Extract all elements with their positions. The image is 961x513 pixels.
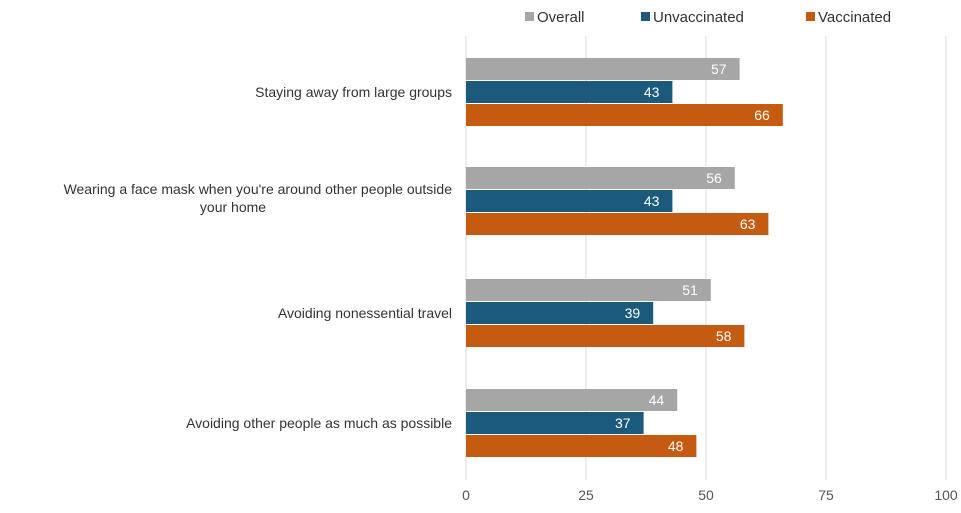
- legend-swatch-unvaccinated: [641, 12, 650, 21]
- bar-vaccinated-0: [466, 104, 783, 126]
- x-tick-label: 25: [578, 487, 594, 503]
- x-tick-label: 100: [934, 487, 958, 503]
- category-label: Staying away from large groups: [255, 84, 452, 100]
- category-label: Wearing a face mask when you're around o…: [64, 181, 453, 197]
- category-label: your home: [200, 199, 266, 215]
- legend: Overall Unvaccinated Vaccinated: [525, 9, 891, 26]
- legend-label-overall: Overall: [537, 9, 585, 26]
- bar-overall-0: [466, 58, 740, 80]
- data-label-vaccinated-1: 63: [740, 216, 756, 232]
- x-tick-label: 0: [462, 487, 470, 503]
- legend-swatch-overall: [525, 12, 534, 21]
- bars: 57 43 66 56 43 63 51 39 58 44 37 48: [466, 58, 783, 457]
- legend-label-vaccinated: Vaccinated: [818, 9, 891, 26]
- data-label-overall-1: 56: [706, 170, 722, 186]
- data-label-unvaccinated-2: 39: [625, 305, 641, 321]
- bar-overall-2: [466, 279, 711, 301]
- legend-label-unvaccinated: Unvaccinated: [653, 9, 744, 26]
- bar-unvaccinated-3: [466, 412, 644, 434]
- data-label-overall-0: 57: [711, 61, 727, 77]
- bar-unvaccinated-1: [466, 190, 673, 212]
- bar-unvaccinated-2: [466, 302, 654, 324]
- x-tick-label: 50: [698, 487, 714, 503]
- data-label-unvaccinated-3: 37: [615, 415, 631, 431]
- bar-overall-1: [466, 167, 735, 189]
- data-label-overall-2: 51: [682, 282, 698, 298]
- data-label-vaccinated-2: 58: [716, 328, 732, 344]
- data-label-overall-3: 44: [649, 392, 665, 408]
- bar-unvaccinated-0: [466, 81, 673, 103]
- data-label-unvaccinated-0: 43: [644, 84, 660, 100]
- legend-swatch-vaccinated: [806, 12, 815, 21]
- category-label: Avoiding nonessential travel: [278, 305, 452, 321]
- bar-overall-3: [466, 389, 678, 411]
- category-label: Avoiding other people as much as possibl…: [186, 415, 452, 431]
- category-labels: Staying away from large groups Wearing a …: [64, 84, 453, 431]
- x-tick-label: 75: [818, 487, 834, 503]
- data-label-vaccinated-0: 66: [754, 107, 770, 123]
- data-label-unvaccinated-1: 43: [644, 193, 660, 209]
- bar-vaccinated-2: [466, 325, 745, 347]
- bar-vaccinated-3: [466, 435, 697, 457]
- data-label-vaccinated-3: 48: [668, 438, 684, 454]
- x-axis-ticks: 0 25 50 75 100: [462, 487, 958, 503]
- bar-vaccinated-1: [466, 213, 769, 235]
